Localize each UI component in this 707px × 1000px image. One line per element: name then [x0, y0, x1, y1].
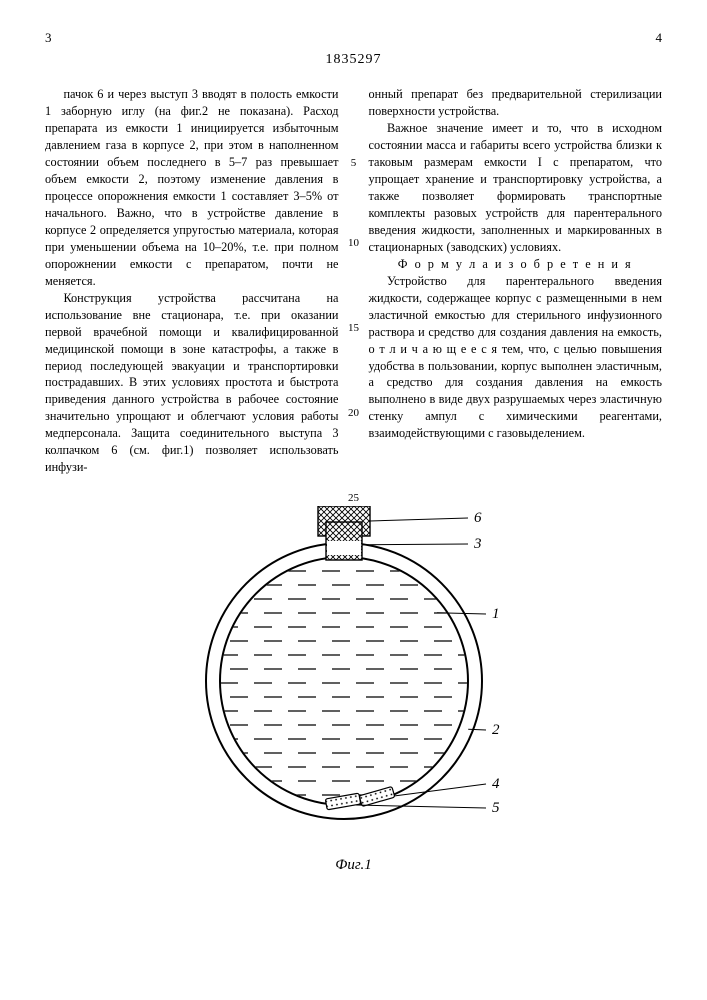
column-left: пачок 6 и через выступ 3 вводят в полост…	[45, 86, 339, 476]
col1-p2: Конструкция устройства рассчитана на исп…	[45, 290, 339, 477]
patent-number: 1835297	[45, 52, 662, 68]
svg-text:2: 2	[492, 722, 500, 738]
ln-10: 10	[344, 236, 364, 251]
svg-text:1: 1	[492, 606, 500, 622]
page-num-right: 4	[656, 30, 663, 46]
col2-p1: онный препарат без предварительной стери…	[369, 86, 663, 120]
figure-1: 6 3 1 2 4 5 Фиг.1	[45, 506, 662, 874]
figure-label: Фиг.1	[45, 857, 662, 874]
col2-p3: Устройство для парентерального введения …	[369, 273, 663, 443]
figure-svg: 6 3 1 2 4 5	[174, 506, 534, 846]
column-right: онный препарат без предварительной стери…	[369, 86, 663, 476]
formula-title: Ф о р м у л а и з о б р е т е н и я	[369, 256, 663, 273]
ln-15: 15	[344, 321, 364, 336]
page-num-left: 3	[45, 30, 52, 46]
svg-text:5: 5	[492, 800, 500, 816]
svg-text:4: 4	[492, 776, 500, 792]
svg-text:6: 6	[474, 510, 482, 526]
ln-20: 20	[344, 406, 364, 421]
col2-p2: Важное значение имеет и то, что в исходн…	[369, 120, 663, 256]
col1-p1: пачок 6 и через выступ 3 вводят в полост…	[45, 86, 339, 290]
ln-25: 25	[344, 491, 364, 506]
ln-5: 5	[344, 156, 364, 171]
svg-text:3: 3	[473, 536, 482, 552]
